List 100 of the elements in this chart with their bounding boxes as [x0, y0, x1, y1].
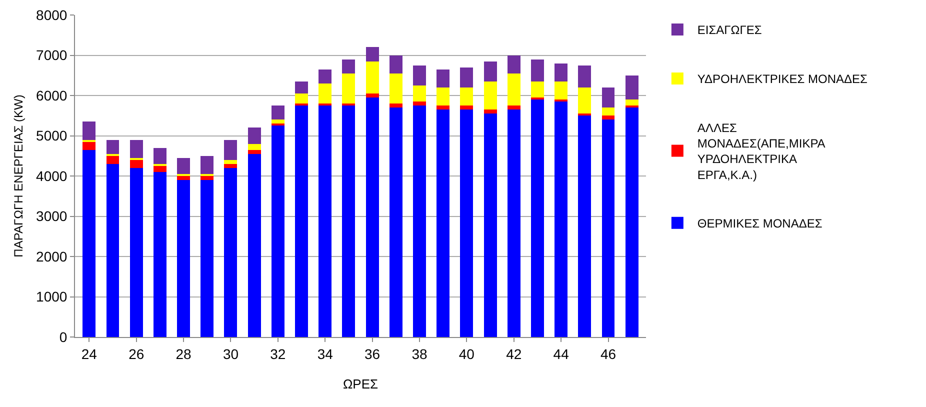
x-axis-title: ΩΡΕΣ — [342, 376, 378, 392]
y-tick-label: 1000 — [36, 288, 68, 305]
legend-label: ΑΛΛΕΣ ΜΟΝΑΔΕΣ(ΑΠΕ,ΜΙΚΡΑ ΥΡΔΟΗΛΕΚΤΡΙΚΑ ΕΡΓΑ,Κ.Α.) — [697, 120, 826, 182]
bar — [82, 150, 96, 337]
x-tick-label: 38 — [412, 346, 428, 362]
bar — [130, 160, 143, 168]
bar — [200, 180, 214, 337]
bar — [82, 122, 96, 140]
bar — [484, 110, 497, 114]
y-tick-label: 8000 — [36, 6, 68, 23]
bar — [82, 142, 96, 150]
y-tick-label: 3000 — [36, 208, 68, 224]
bar — [130, 140, 143, 158]
bar — [366, 61, 379, 94]
bar — [389, 108, 402, 337]
y-tick-label: 7000 — [36, 47, 68, 64]
bar — [389, 73, 402, 104]
bar — [295, 93, 308, 104]
bar — [578, 65, 592, 88]
y-tick-label: 6000 — [36, 87, 68, 104]
bar — [389, 104, 402, 108]
bar — [366, 93, 379, 98]
bar — [224, 164, 238, 168]
bar — [507, 73, 520, 106]
bar — [389, 55, 402, 74]
bar — [554, 63, 568, 82]
bar — [318, 106, 332, 337]
bar — [460, 106, 474, 110]
bar — [554, 81, 568, 100]
bar — [436, 87, 450, 106]
bar — [460, 87, 474, 106]
bar — [460, 67, 474, 88]
bar — [106, 140, 120, 154]
bar — [342, 59, 356, 74]
bar — [530, 100, 544, 337]
bar — [602, 108, 615, 116]
bar — [177, 176, 190, 180]
bar — [342, 73, 356, 104]
y-tick-label: 0 — [59, 328, 68, 345]
bar — [436, 69, 450, 88]
bar — [271, 126, 284, 337]
bar — [106, 164, 120, 337]
bar — [318, 69, 332, 84]
bar — [318, 83, 332, 104]
bar — [248, 154, 261, 337]
x-tick-label: 32 — [270, 346, 286, 362]
bar — [224, 160, 238, 164]
bar — [366, 47, 379, 62]
x-tick-label: 34 — [317, 346, 334, 362]
bar — [507, 110, 520, 337]
x-tick-label: 30 — [222, 346, 239, 362]
bar — [484, 81, 497, 110]
bar — [200, 176, 214, 180]
bar — [507, 55, 520, 74]
x-tick-label: 40 — [458, 346, 475, 362]
bar — [530, 59, 544, 82]
bar — [248, 150, 261, 154]
bar — [224, 140, 238, 160]
bar — [130, 168, 143, 337]
bar — [413, 102, 426, 106]
bar — [530, 81, 544, 98]
bar — [224, 168, 238, 337]
bar — [484, 61, 497, 82]
x-tick-label: 36 — [364, 346, 380, 362]
bar — [602, 116, 615, 120]
bar — [177, 158, 190, 174]
legend-label: ΥΔΡΟΗΛΕΚΤΡΙΚΕΣ ΜΟΝΑΔΕΣ — [697, 72, 868, 86]
x-tick-label: 24 — [81, 346, 98, 362]
bar — [578, 87, 592, 114]
bar — [177, 180, 190, 337]
bar — [153, 148, 166, 164]
y-tick-label: 2000 — [36, 248, 68, 264]
bar — [153, 172, 166, 337]
bar — [554, 102, 568, 337]
x-tick-label: 28 — [176, 346, 192, 362]
bar — [625, 75, 638, 100]
bar — [602, 120, 615, 337]
legend-label: ΕΙΣΑΓΩΓΕΣ — [697, 23, 762, 38]
bar — [413, 85, 426, 102]
bar — [271, 106, 284, 120]
bar — [484, 114, 497, 337]
bar — [413, 65, 426, 86]
bar — [413, 106, 426, 337]
bar — [271, 120, 284, 124]
bar — [436, 106, 450, 110]
y-tick-label: 4000 — [36, 168, 68, 184]
y-axis-title: ΠΑΡΑΓΩΓΗ ΕΝΕΡΓΕΙΑΣ (KW) — [11, 94, 26, 258]
bar — [200, 156, 214, 174]
bar — [248, 128, 261, 144]
x-tick-label: 46 — [600, 346, 616, 362]
bar — [248, 144, 261, 150]
bar — [602, 87, 615, 108]
x-tick-label: 26 — [128, 346, 144, 362]
y-tick-label: 5000 — [36, 128, 68, 144]
legend-label: ΘΕΡΜΙΚΕΣ ΜΟΝΑΔΕΣ — [697, 216, 822, 231]
bar — [460, 110, 474, 337]
bar — [625, 100, 638, 106]
bar — [153, 166, 166, 172]
bar — [342, 106, 356, 337]
bar — [578, 116, 592, 337]
